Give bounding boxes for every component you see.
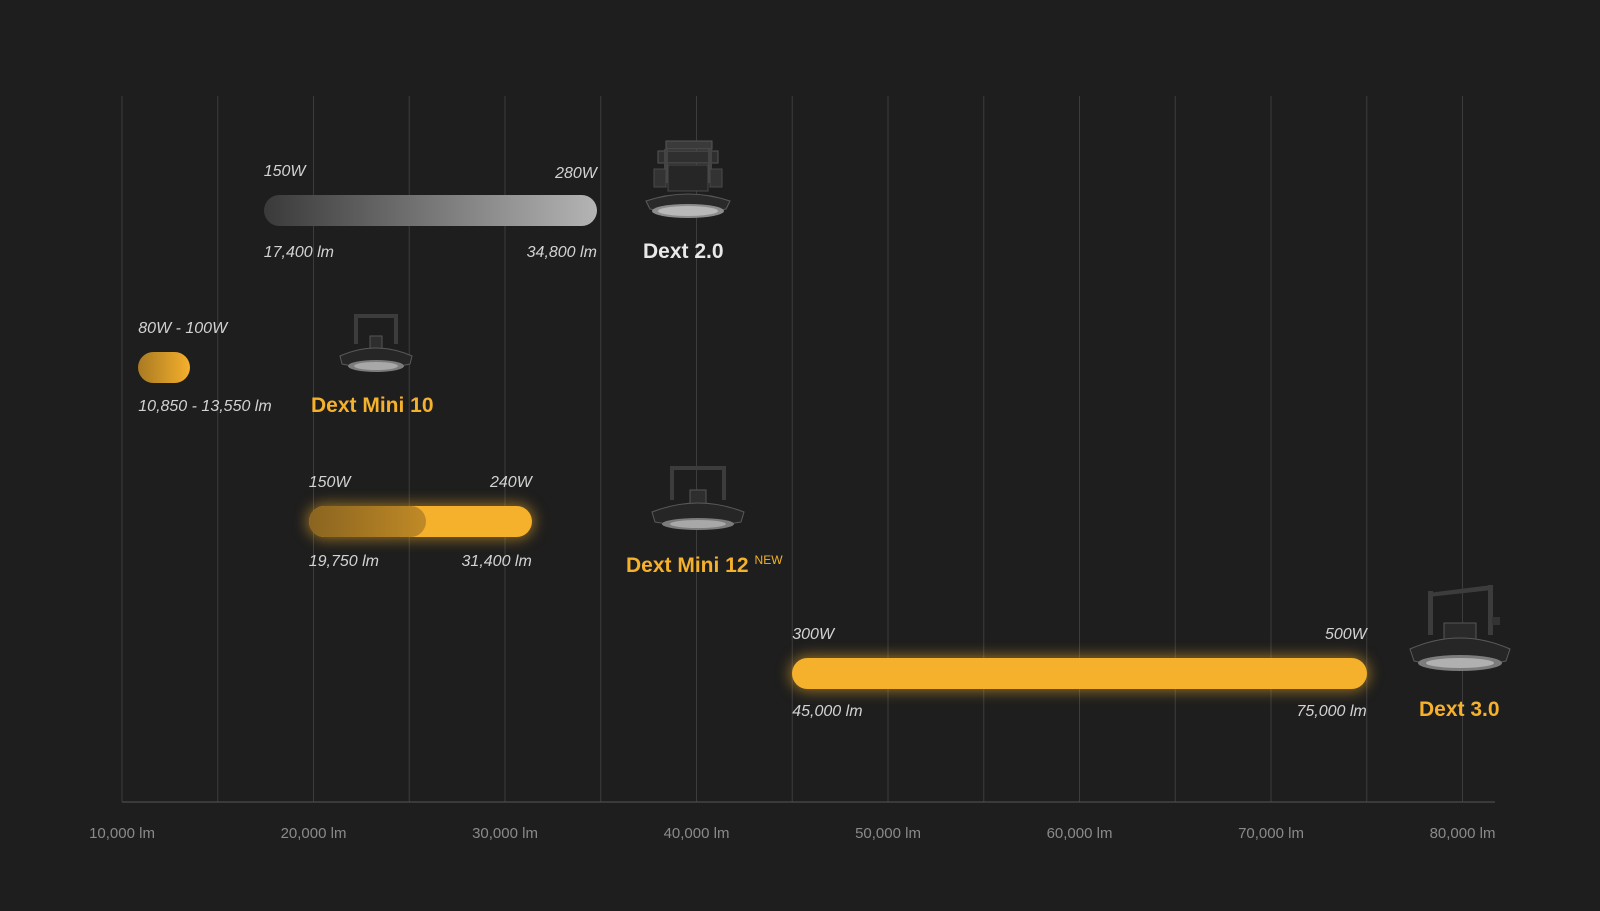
dext-2-0-range-bar xyxy=(263,195,597,226)
dext-mini-12-watt-max: 240W xyxy=(490,474,532,491)
dext-mini-12-name-text: Dext Mini 12 xyxy=(626,554,749,577)
x-tick-label: 40,000 lm xyxy=(663,825,730,842)
x-tick-label: 60,000 lm xyxy=(1046,825,1113,842)
dext-2-0-watt-max: 280W xyxy=(555,165,597,182)
dext-3-0-high-bay-lamp-icon xyxy=(1409,585,1511,671)
dext-mini-10-lumen-range: 10,850 - 13,550 lm xyxy=(138,398,272,415)
new-badge: NEW xyxy=(754,553,783,567)
dext-2-0-product-name: Dext 2.0 xyxy=(643,240,724,263)
x-tick-label: 30,000 lm xyxy=(472,825,538,842)
dext-3-0-watt-max: 500W xyxy=(1324,626,1367,643)
dext-mini-10-high-bay-lamp-icon xyxy=(339,314,413,372)
dext-3-0-product-name: Dext 3.0 xyxy=(1419,698,1500,721)
dext-2-0-lumen-max: 34,800 lm xyxy=(526,244,597,261)
dext-mini-12-product-name: Dext Mini 12 NEW xyxy=(626,548,783,578)
dext-2-0-high-bay-lamp-icon xyxy=(645,140,731,218)
dext-3-0-watt-min: 300W xyxy=(792,626,835,643)
dext-mini-12-lumen-min: 19,750 lm xyxy=(308,553,379,570)
x-tick-label: 20,000 lm xyxy=(280,825,347,842)
dext-mini-12-watt-min: 150W xyxy=(308,474,351,491)
dext-mini-12-high-bay-lamp-icon xyxy=(651,466,745,530)
x-tick-label: 70,000 lm xyxy=(1238,825,1304,842)
dext-mini-12-lumen-max: 31,400 lm xyxy=(461,553,532,570)
dext-mini-10-product-name: Dext Mini 10 xyxy=(311,394,434,417)
dext-mini-10-watt-range: 80W - 100W xyxy=(138,320,228,337)
dext-3-0-lumen-min: 45,000 lm xyxy=(792,703,863,720)
x-tick-label: 80,000 lm xyxy=(1429,825,1496,842)
dext-mini-12-overlap-segment xyxy=(308,506,427,537)
x-tick-label: 50,000 lm xyxy=(855,825,921,842)
dext-2-0-lumen-min: 17,400 lm xyxy=(263,244,334,261)
dext-2-0-watt-min: 150W xyxy=(263,163,306,180)
x-tick-label: 10,000 lm xyxy=(89,825,155,842)
dext-3-0-lumen-max: 75,000 lm xyxy=(1296,703,1367,720)
dext-3-0-range-bar xyxy=(792,658,1367,689)
dext-mini-10-range-bar xyxy=(138,352,190,383)
dext-mini-12-range-bar xyxy=(308,506,532,537)
